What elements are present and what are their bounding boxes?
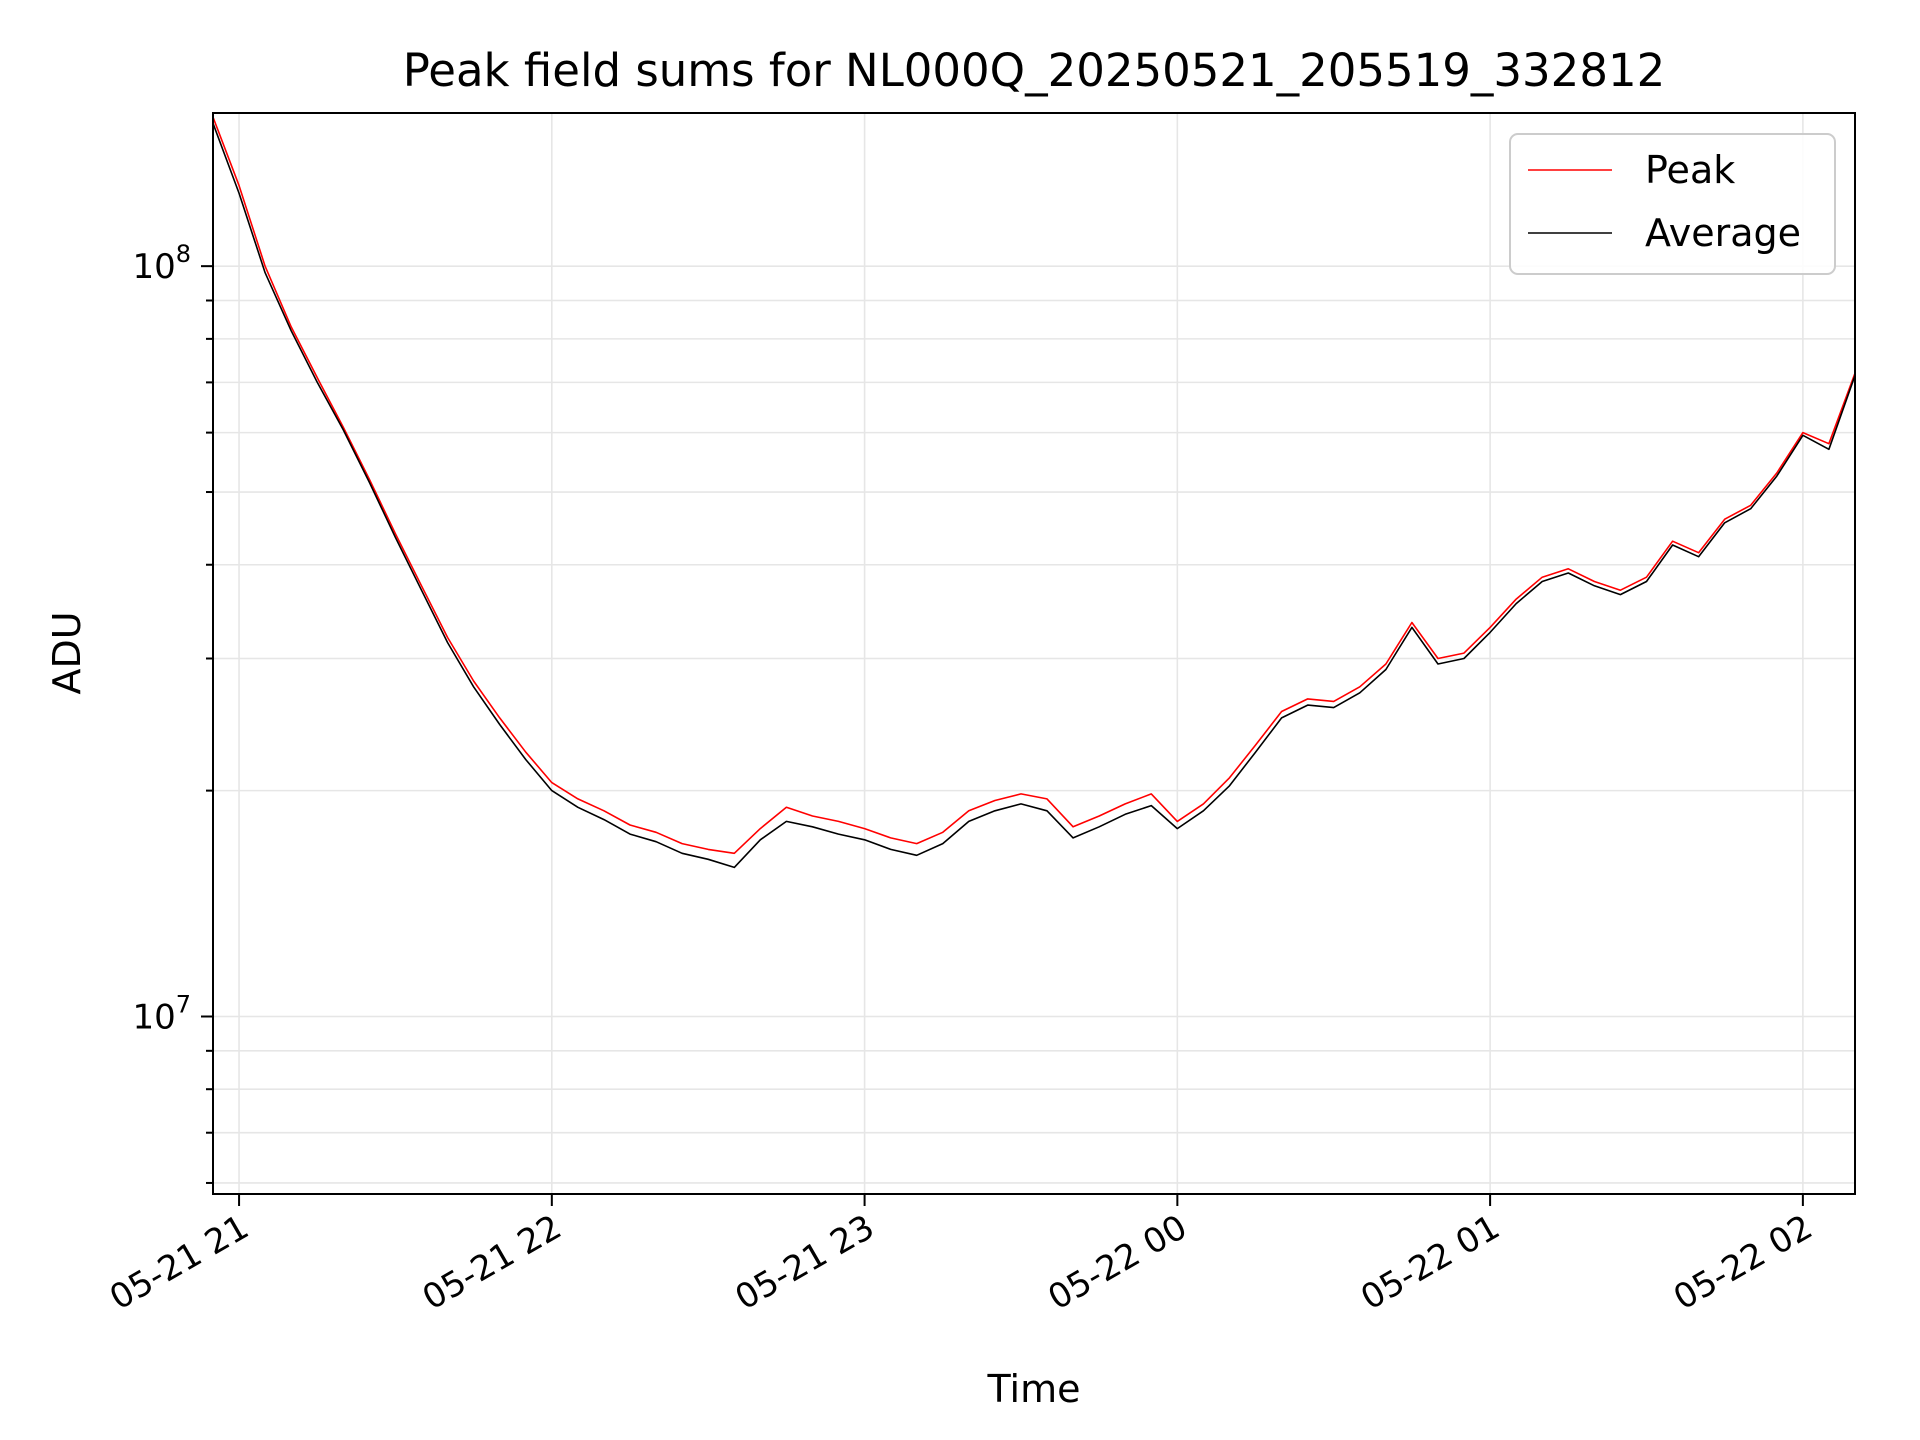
chart-title: Peak field sums for NL000Q_20250521_2055… [403, 44, 1665, 97]
plot-frame [212, 112, 1856, 1195]
legend-box [1509, 133, 1836, 275]
series-line-peak [213, 116, 1855, 855]
y-axis-label: ADU [45, 611, 89, 694]
y-tick-label: 107 [132, 990, 191, 1037]
plot-lines [213, 116, 1855, 869]
x-axis-label: Time [987, 1367, 1081, 1411]
legend-label-peak: Peak [1645, 148, 1735, 192]
y-tick-label: 108 [132, 240, 191, 287]
legend-label-average: Average [1645, 211, 1801, 255]
legend: Peak Average [1509, 133, 1836, 275]
series-line-average [213, 123, 1855, 869]
